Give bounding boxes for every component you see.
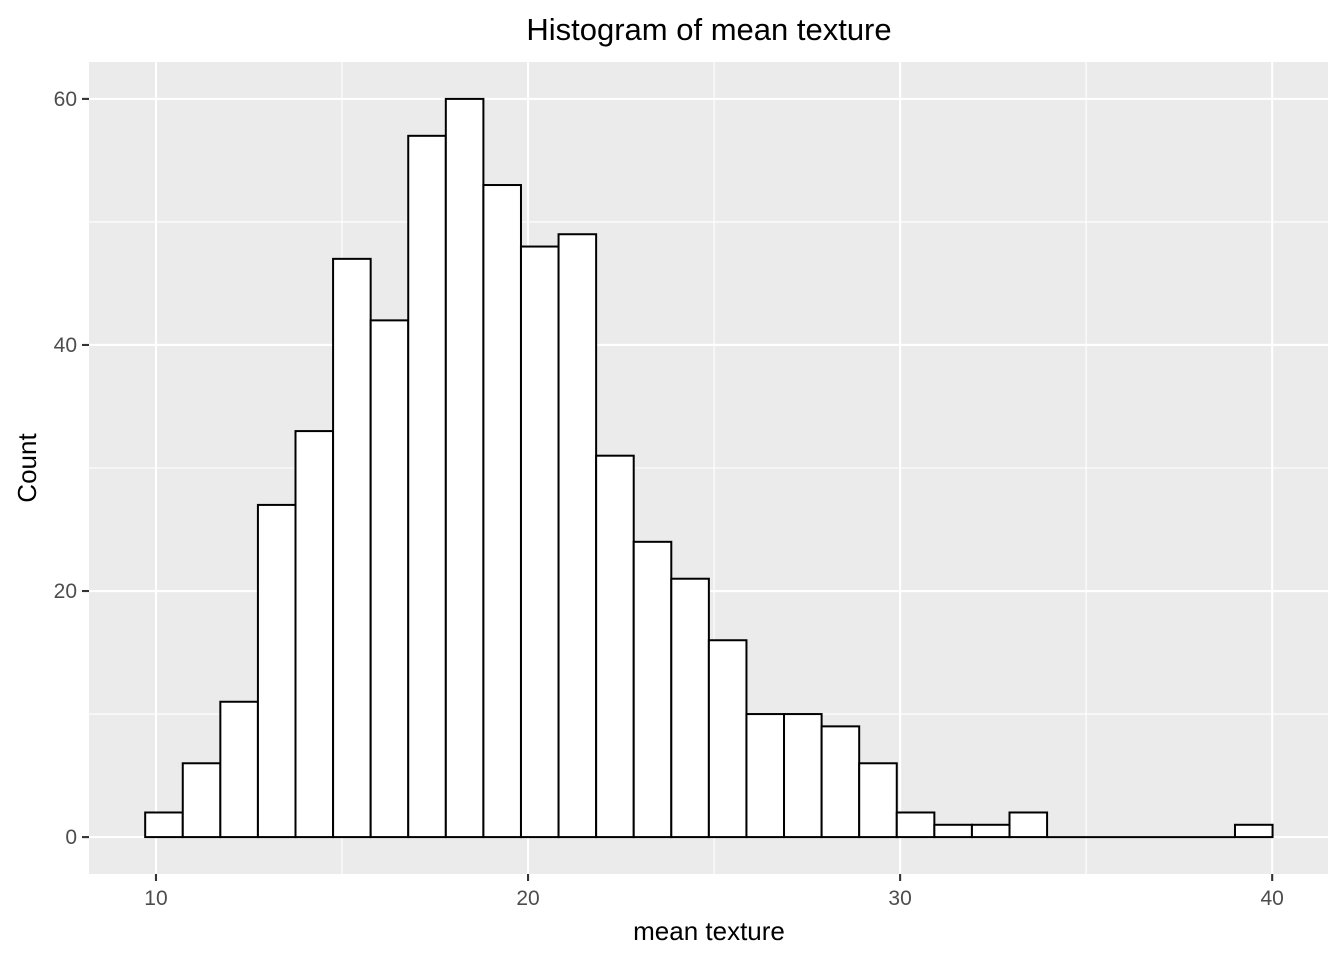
histogram-bar	[144, 811, 184, 839]
histogram-bar	[707, 639, 748, 839]
y-tick-label: 60	[54, 88, 77, 111]
y-axis: 0 20 40 60	[54, 88, 89, 849]
histogram-bar	[933, 823, 973, 839]
histogram-bars	[144, 97, 1274, 839]
y-tick-label: 0	[65, 826, 77, 849]
x-axis-title: mean texture	[633, 916, 785, 946]
histogram-bar	[407, 134, 447, 839]
histogram-bar	[970, 823, 1011, 839]
histogram-bar	[632, 540, 673, 839]
chart-title: Histogram of mean texture	[526, 12, 891, 47]
histogram-bar	[1008, 811, 1049, 839]
histogram-bar	[557, 233, 598, 839]
x-axis: 10 20 30 40	[144, 874, 1284, 910]
histogram-bar	[219, 700, 259, 839]
x-tick-label: 40	[1261, 887, 1284, 910]
histogram-bar	[332, 257, 372, 839]
histogram-bar	[783, 713, 823, 839]
histogram-bar	[519, 245, 560, 839]
y-tick-label: 40	[54, 334, 77, 357]
histogram-bar	[294, 430, 335, 839]
histogram-bar	[369, 319, 410, 839]
y-tick-label: 20	[54, 580, 77, 603]
histogram-bar	[858, 762, 898, 839]
histogram-bar	[670, 577, 710, 839]
histogram-bar	[181, 762, 222, 839]
histogram-bar	[1233, 823, 1274, 839]
histogram-bar	[444, 97, 485, 839]
x-tick-label: 30	[888, 887, 911, 910]
histogram-bar	[745, 713, 786, 839]
histogram-bar	[256, 503, 297, 839]
histogram-bar	[482, 184, 522, 839]
histogram-bar	[595, 454, 635, 839]
x-tick-label: 20	[516, 887, 539, 910]
histogram-bar	[820, 725, 861, 839]
y-axis-title: Count	[12, 433, 42, 503]
x-tick-label: 10	[144, 887, 167, 910]
histogram-bar	[895, 811, 936, 839]
